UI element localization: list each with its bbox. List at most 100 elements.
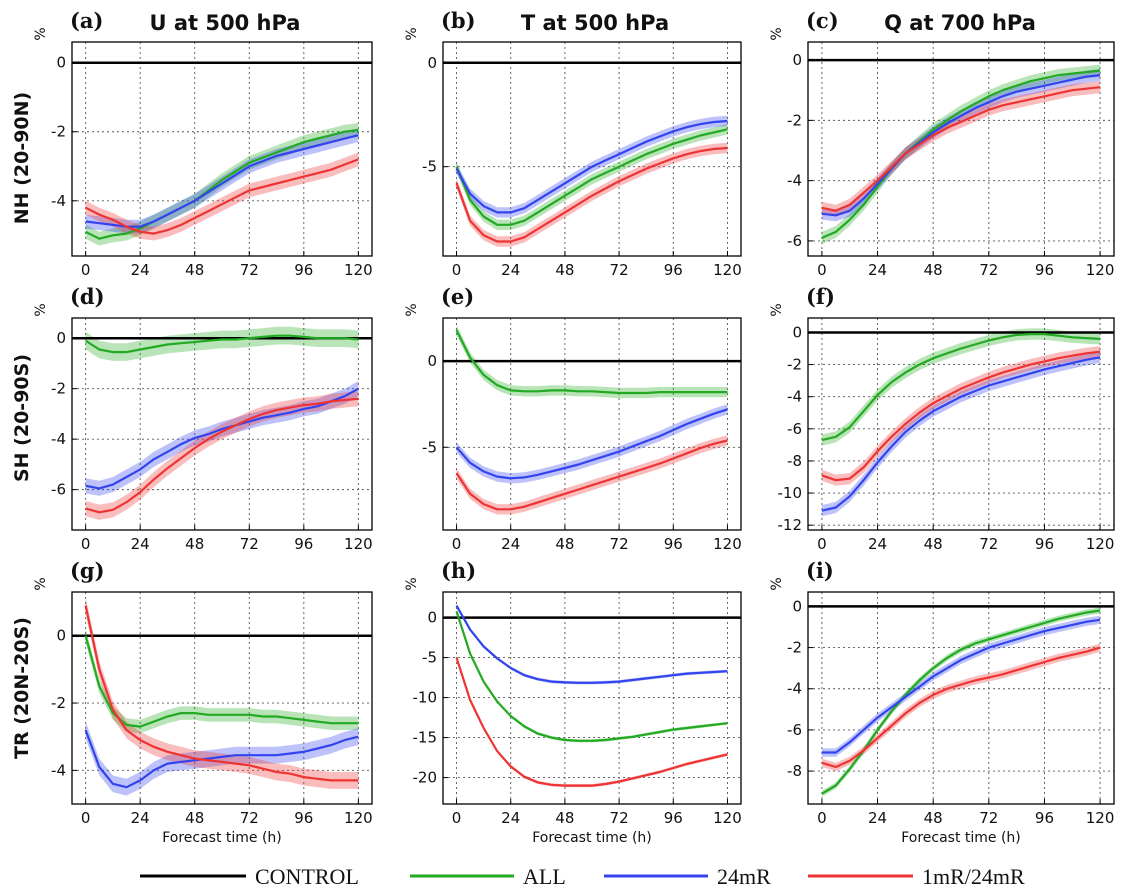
y-tick-label: -15: [413, 729, 438, 747]
x-tick-label: 0: [452, 809, 462, 827]
x-tick-label: 96: [664, 809, 683, 827]
x-tick-label: 24: [131, 261, 150, 279]
plot-frame: [442, 317, 742, 531]
y-tick-label: 0: [427, 54, 437, 72]
y-tick-label: 0: [792, 597, 802, 615]
band-24mr: [85, 381, 359, 496]
panel-g: 0 24 48 72 96 120 0 -2 -4 (g)% Forecast time (h): [33, 558, 373, 846]
panel-letter: (d): [70, 284, 105, 309]
x-tick-label: 24: [501, 261, 520, 279]
y-tick-label: -4: [51, 192, 66, 210]
y-tick-label: -5: [422, 158, 437, 176]
panel-f: 0 24 48 72 96 120 0 -2 -4 -6 -8 -10 -12 (f)%: [769, 284, 1115, 553]
y-tick-label: 0: [792, 51, 802, 69]
y-tick-label: -10: [413, 689, 438, 707]
series-line-24mr: [455, 605, 728, 684]
x-tick-label: 24: [131, 535, 150, 553]
x-tick-label: 0: [817, 261, 827, 279]
column-titles: U at 500 hPa T at 500 hPa Q at 700 hPa: [150, 11, 1036, 35]
series-line-all: [455, 329, 728, 395]
series-line-24mr: [821, 356, 1101, 512]
y-tick-label: -5: [422, 649, 437, 667]
y-tick-label: 0: [56, 627, 66, 645]
unit-label: %: [404, 303, 420, 316]
series-line-all: [85, 334, 359, 354]
band-1mr24mr: [821, 346, 1101, 486]
x-tick-label: 96: [664, 261, 683, 279]
x-tick-label: 24: [501, 809, 520, 827]
legend: CONTROL ALL 24mR 1mR/24mR: [140, 864, 1025, 888]
x-tick-label: 72: [240, 261, 259, 279]
plot-frame: [807, 591, 1115, 805]
unit-label: %: [769, 577, 785, 590]
y-tick-label: -12: [778, 516, 803, 534]
row-label-tr: TR (20N-20S): [11, 617, 33, 759]
y-tick-label: -6: [787, 721, 802, 739]
panel-letter: (e): [441, 284, 474, 309]
band-all: [456, 324, 728, 399]
legend-label-control: CONTROL: [255, 864, 359, 888]
col-title-q700: Q at 700 hPa: [884, 11, 1036, 35]
panel-b: 0 24 48 72 96 120 0 -5 (b)%: [404, 8, 742, 279]
x-tick-label: 96: [1035, 535, 1054, 553]
band-all: [821, 607, 1101, 797]
x-tick-label: 0: [81, 535, 91, 553]
x-tick-label: 48: [185, 535, 204, 553]
x-tick-label: 72: [979, 261, 998, 279]
x-tick-label: 72: [610, 809, 629, 827]
x-tick-label: 72: [610, 535, 629, 553]
unit-label: %: [404, 577, 420, 590]
series-line-all: [455, 128, 728, 226]
x-tick-label: 120: [1086, 261, 1115, 279]
x-tick-label: 24: [131, 809, 150, 827]
x-tick-label: 0: [81, 261, 91, 279]
unit-label: %: [769, 303, 785, 316]
series-line-24mr: [455, 119, 728, 214]
y-tick-label: 0: [427, 352, 437, 370]
x-tick-label: 0: [817, 809, 827, 827]
band-all: [456, 124, 728, 230]
y-tick-label: -6: [787, 420, 802, 438]
band-1mr24mr: [456, 435, 728, 515]
band-1mr24mr: [85, 597, 359, 789]
x-tick-label: 72: [979, 809, 998, 827]
x-tick-label: 72: [240, 809, 259, 827]
series-line-1mr24mr: [821, 646, 1101, 769]
x-tick-label: 120: [344, 535, 373, 553]
series-line-1mr24mr: [455, 439, 728, 511]
x-tick-label: 96: [1035, 261, 1054, 279]
x-tick-label: 0: [452, 261, 462, 279]
col-title-t500: T at 500 hPa: [521, 11, 669, 35]
x-tick-label: 96: [294, 535, 313, 553]
series-line-1mr24mr: [85, 158, 359, 235]
series-line-all: [821, 609, 1101, 795]
series-line-1mr24mr: [455, 146, 728, 243]
band-24mr: [456, 604, 728, 685]
y-tick-label: -2: [787, 356, 802, 374]
y-tick-label: -2: [51, 123, 66, 141]
series-line-24mr: [821, 618, 1101, 754]
x-tick-label: 24: [501, 535, 520, 553]
x-axis-label: Forecast time (h): [901, 830, 1021, 846]
x-tick-label: 48: [924, 535, 943, 553]
series-line-24mr: [455, 408, 728, 480]
y-tick-label: -2: [787, 639, 802, 657]
x-tick-label: 48: [555, 535, 574, 553]
x-tick-label: 120: [713, 535, 742, 553]
series-line-all: [821, 333, 1101, 442]
x-tick-label: 120: [1086, 809, 1115, 827]
unit-label: %: [769, 27, 785, 40]
panel-c: 0 24 48 72 96 120 0 -2 -4 -6 (c)%: [769, 8, 1115, 279]
band-24mr: [821, 69, 1101, 222]
band-1mr24mr: [456, 656, 728, 788]
unit-label: %: [33, 27, 49, 40]
x-tick-label: 48: [555, 261, 574, 279]
panel-e: 0 24 48 72 96 120 0 -5 (e)%: [404, 284, 742, 553]
x-axis-label: Forecast time (h): [532, 830, 652, 846]
x-tick-label: 48: [555, 809, 574, 827]
y-tick-label: -4: [787, 388, 802, 406]
row-label-nh: NH (20-90N): [11, 92, 33, 224]
y-tick-label: 0: [792, 323, 802, 341]
row-labels: NH (20-90N) SH (20-90S) TR (20N-20S): [11, 92, 33, 759]
panel-letter: (a): [70, 8, 103, 33]
